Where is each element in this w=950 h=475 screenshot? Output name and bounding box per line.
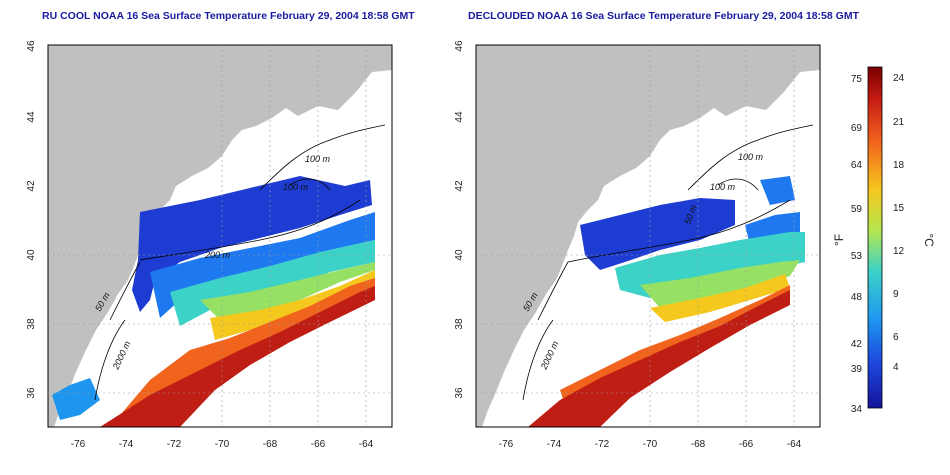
sst-green-band [200, 262, 375, 320]
lon-tick-label: -74 [547, 439, 562, 450]
bathymetry-contour [259, 124, 386, 191]
land-mass [476, 45, 820, 427]
lat-tick-label: 38 [454, 318, 465, 330]
contour-label: 100 m [738, 152, 764, 162]
celsius-tick: 9 [893, 289, 899, 300]
bathymetry-contour [687, 124, 814, 191]
celsius-tick: 6 [893, 332, 899, 343]
fahrenheit-tick: 75 [851, 74, 863, 85]
celsius-axis-label: °C [922, 233, 936, 247]
plot-frame [47, 44, 393, 428]
colorbar-gradient [867, 66, 883, 409]
fahrenheit-tick: 48 [851, 292, 863, 303]
fahrenheit-tick: 64 [851, 160, 863, 171]
lon-tick-label: -70 [215, 439, 230, 450]
sst-cold-shelf [580, 198, 735, 270]
bathymetry-contour [139, 199, 361, 261]
land-mass [48, 45, 392, 427]
sst-cold-shelf [132, 176, 372, 312]
latitude-axis: 46 44 42 40 38 36 [26, 40, 37, 399]
lat-tick-label: 46 [26, 40, 37, 52]
fahrenheit-axis-label: °F [832, 234, 846, 246]
bathymetry-contour [717, 178, 759, 191]
lon-tick-label: -64 [787, 439, 802, 450]
left-panel-title: RU COOL NOAA 16 Sea Surface Temperature … [42, 10, 415, 22]
sst-teal-band [615, 232, 805, 298]
lon-tick-label: -66 [739, 439, 754, 450]
celsius-tick: 24 [893, 73, 905, 84]
lat-tick-label: 40 [26, 249, 37, 261]
bathymetry-contour [109, 261, 141, 321]
bathymetry-contour [522, 319, 554, 401]
right-panel-title: DECLOUDED NOAA 16 Sea Surface Temperatur… [468, 10, 859, 22]
lon-tick-label: -72 [595, 439, 610, 450]
sst-yellow-band [650, 274, 790, 322]
lon-tick-label: -70 [643, 439, 658, 450]
lat-tick-label: 44 [454, 111, 465, 123]
grid-lines [48, 45, 392, 427]
sst-yellow-band [210, 270, 375, 340]
lat-tick-label: 36 [454, 387, 465, 399]
bathymetry-contour [94, 319, 126, 401]
fahrenheit-tick: 39 [851, 364, 863, 375]
bathymetry-contour [289, 178, 331, 191]
sst-red-gulfstream [528, 290, 790, 427]
lon-tick-label: -76 [499, 439, 514, 450]
sst-green-band [640, 260, 800, 308]
lon-tick-label: -74 [119, 439, 134, 450]
celsius-tick: 18 [893, 160, 905, 171]
lat-tick-label: 38 [26, 318, 37, 330]
lon-tick-label: -68 [691, 439, 706, 450]
contour-label: 200 m [204, 250, 231, 260]
celsius-tick: 12 [893, 246, 905, 257]
contour-label: 100 m [283, 182, 309, 192]
sst-coastal-blue [52, 378, 100, 420]
sst-red-gulfstream [100, 286, 375, 427]
sst-blue-patches [745, 176, 800, 245]
lat-tick-label: 42 [454, 180, 465, 192]
longitude-axis: -76 -74 -72 -70 -68 -66 -64 [499, 439, 802, 450]
contour-label: 100 m [710, 182, 736, 192]
plot-frame [475, 44, 821, 428]
lon-tick-label: -76 [71, 439, 86, 450]
contour-label: 100 m [305, 154, 331, 164]
bathymetry-contour [537, 261, 569, 321]
fahrenheit-tick: 42 [851, 339, 863, 350]
lon-tick-label: -72 [167, 439, 182, 450]
lat-tick-label: 46 [454, 40, 465, 52]
latitude-axis: 46 44 42 40 38 36 [454, 40, 465, 399]
longitude-axis: -76 -74 -72 -70 -68 -66 -64 [71, 439, 374, 450]
temperature-colorbar: 75 69 64 59 53 48 42 39 34 24 21 18 15 1… [832, 66, 936, 415]
fahrenheit-tick: 59 [851, 204, 863, 215]
lon-tick-label: -68 [263, 439, 278, 450]
lon-tick-label: -66 [311, 439, 326, 450]
left-map-panel: 100 m 100 m 50 m 2000 m 200 m 46 44 42 4… [26, 40, 393, 450]
celsius-tick: 4 [893, 362, 899, 373]
lat-tick-label: 40 [454, 249, 465, 261]
bathymetry-contour [567, 199, 791, 263]
lon-tick-label: -64 [359, 439, 374, 450]
celsius-tick: 21 [893, 117, 905, 128]
lat-tick-label: 36 [26, 387, 37, 399]
lat-tick-label: 42 [26, 180, 37, 192]
right-map-panel: 100 m 100 m 50 m 2000 m 50 m 46 44 42 40… [454, 40, 821, 450]
celsius-tick: 15 [893, 203, 905, 214]
fahrenheit-tick: 53 [851, 251, 863, 262]
grid-lines [476, 45, 820, 427]
fahrenheit-tick: 69 [851, 123, 863, 134]
lat-tick-label: 44 [26, 111, 37, 123]
fahrenheit-tick: 34 [851, 404, 863, 415]
sst-blue-band [150, 212, 375, 318]
